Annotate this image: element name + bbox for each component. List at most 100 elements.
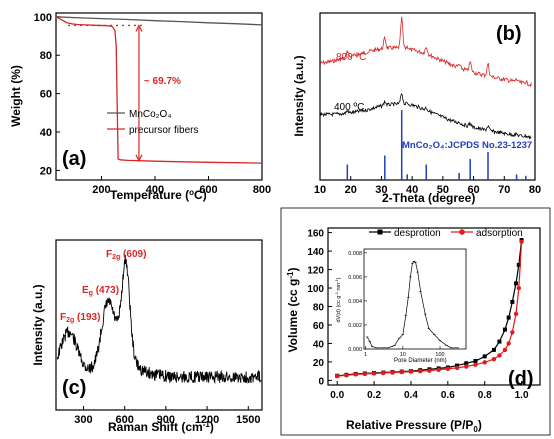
data-point-desorption [506, 315, 511, 320]
data-point-adsorption [353, 372, 358, 377]
x-axis-label-c-text: Raman Shift (cm [108, 420, 203, 434]
x-tick-label: 30 [375, 184, 387, 196]
x-tick-label: 70 [498, 184, 510, 196]
series-line-800c [319, 16, 532, 88]
series-label-800c: 800 ºC [336, 52, 366, 63]
data-point-desorption [510, 299, 515, 304]
y-tick-label: 20 [313, 358, 325, 369]
y-tick-label: 40 [313, 339, 325, 350]
y-tick-label: 140 [307, 247, 324, 258]
x-tick-label: 300 [74, 414, 92, 426]
inset-frame [363, 248, 467, 350]
plot-frame [55, 12, 263, 181]
inset-y-label-text: dV(d) (cc g [336, 296, 342, 323]
data-point-adsorption [408, 369, 414, 374]
y-axis-label-d-text: Volume (cc g [286, 279, 300, 353]
data-point-adsorption [513, 311, 519, 317]
panel-c-raman-chart: 300 600 900 1200 1500 F2g (193) Eg (473) F2g… [31, 239, 263, 434]
x-tick-label: 0.6 [441, 390, 455, 401]
x-axis-label-a: Temperature (oC) [110, 188, 207, 202]
y-axis-label-d-end: ) [286, 268, 300, 272]
x-tick-label: 0.8 [478, 390, 492, 401]
peak-609-value: (609) [120, 249, 146, 260]
panel-label-d: (d) [508, 368, 534, 390]
panel-a-tga-chart: 20 40 60 80 100 200 400 600 800 ~ 69.7% MnCo₂O₄… [9, 12, 271, 202]
inset-y-tick-label: 0.000 [348, 347, 362, 353]
x-tick-label: 80 [529, 184, 541, 196]
data-point-adsorption [362, 371, 368, 377]
peak-473-value: (473) [93, 285, 119, 296]
x-tick-label: 900 [157, 414, 175, 426]
y-axis-label-d-sup: -1 [286, 271, 295, 279]
peak-193-value: (193) [74, 312, 100, 323]
x-tick-label: 50 [437, 184, 449, 196]
inset-y-tick-label: 0.006 [348, 275, 362, 281]
inset-pore-distribution: 0.000 0.002 0.004 0.006 0.008 1 10 100 Pore Di… [334, 248, 467, 364]
x-axis-label-d: Relative Pressure (P/P0) [346, 418, 482, 434]
peak-609-sub: 2g [112, 254, 120, 261]
x-tick-label: 1500 [236, 414, 260, 426]
x-tick-label: 1.0 [515, 390, 529, 401]
data-point-adsorption [390, 370, 395, 375]
x-tick-label: 600 [199, 184, 217, 196]
inset-x-tick-label: 1 [364, 352, 367, 358]
data-point-desorption [464, 361, 469, 366]
y-tick-label: 160 [307, 229, 324, 240]
y-tick-label: 80 [313, 303, 325, 314]
data-point-adsorption [381, 370, 386, 376]
loss-annotation: ~ 69.7% [144, 76, 181, 87]
plot-frame [319, 12, 536, 181]
data-point-adsorption [427, 368, 432, 373]
x-tick-label: 1200 [195, 414, 219, 426]
x-axis-label-c-sup: -1 [203, 420, 211, 429]
data-point-desorption [482, 354, 487, 359]
data-point-adsorption [502, 347, 508, 353]
inset-y-label-sup: -1 [334, 291, 339, 295]
x-tick-label: 0.4 [404, 390, 418, 401]
inset-y-tick-label: 0.004 [348, 299, 362, 305]
y-tick-label: 100 [34, 12, 52, 24]
inset-y-label-end: ) [336, 277, 342, 279]
data-point-desorption [455, 363, 460, 368]
peak-193-symbol: F [60, 312, 66, 323]
x-tick-label: 400 [146, 184, 164, 196]
y-tick-label: 20 [40, 165, 52, 177]
x-axis-label-c: Raman Shift (cm-1) [108, 420, 214, 434]
y-tick-label: 60 [313, 321, 325, 332]
peak-609-symbol: F [106, 249, 112, 260]
peak-label-473: Eg (473) [82, 285, 119, 297]
x-axis-label-d-end: ) [478, 418, 482, 432]
data-point-adsorption [516, 285, 521, 291]
series-line-raman [56, 254, 262, 385]
y-axis-label-c: Intensity (a.u.) [31, 284, 45, 365]
series-line-precursor [55, 16, 263, 164]
inset-y-label-sup2: -1 [334, 279, 339, 283]
peak-473-symbol: E [82, 285, 89, 296]
degree-sign: o [189, 188, 194, 197]
peak-473-sub: g [89, 290, 93, 297]
data-point-desorption [502, 327, 507, 332]
data-point-adsorption [464, 364, 469, 369]
loss-arrow-head-top [135, 24, 143, 32]
plot-frame [55, 239, 263, 411]
peak-label-609: F2g (609) [106, 249, 146, 261]
x-tick-label: 10 [314, 184, 326, 196]
peak-label-193: F2g (193) [60, 312, 100, 324]
x-axis-label-d-text: Relative Pressure (P/P [346, 418, 473, 432]
inset-y-tick-label: 0.002 [348, 323, 362, 329]
series-line-400c [319, 92, 532, 140]
inset-x-tick-label: 10 [400, 352, 406, 358]
y-tick-label: 40 [40, 127, 52, 139]
x-axis-label-d-sub: 0 [473, 425, 478, 434]
panel-label-c: (c) [62, 377, 86, 399]
data-point-adsorption [436, 367, 441, 372]
data-point-adsorption [335, 374, 340, 379]
panel-label-b: (b) [496, 23, 522, 45]
legend-label-mnco2o4: MnCo₂O₄ [129, 109, 171, 120]
legend-label-precursor: precursor fibers [129, 125, 198, 136]
reference-label: MnCo₂O₄:JCPDS No.23-1237 [402, 140, 532, 151]
data-point-desorption [516, 262, 521, 267]
data-point-adsorption [399, 369, 404, 375]
